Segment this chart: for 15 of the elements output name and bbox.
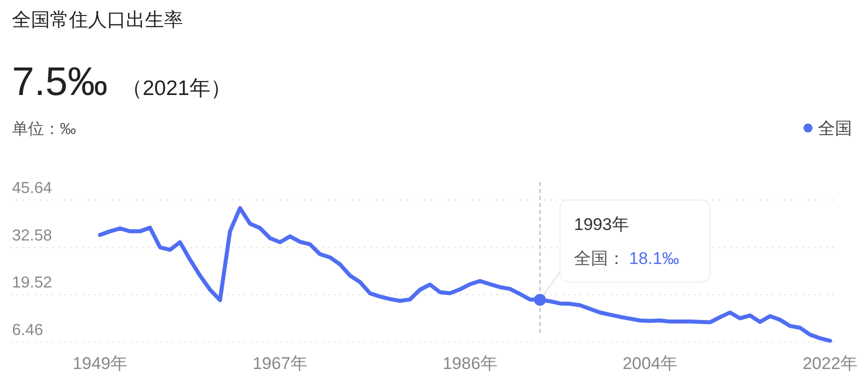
x-tick-label: 2004年	[622, 354, 678, 373]
annotation: 1993年	[574, 215, 629, 234]
legend-label: 全国	[818, 119, 852, 138]
y-tick-label: 19.52	[12, 274, 52, 292]
x-tick-label: 2022年	[802, 354, 858, 373]
y-tick-label: 45.64	[12, 180, 52, 197]
x-tick-label: 1967年	[252, 354, 308, 373]
y-axis-title: 单位：‰	[12, 120, 76, 138]
y-tick-label: 6.46	[12, 322, 44, 339]
annotation: 全国：18.1‰	[574, 249, 680, 268]
x-tick-label: 1986年	[442, 354, 498, 373]
y-tick-label: 32.58	[12, 227, 52, 244]
chart-subtitle: 7.5‰ （2021年）	[12, 60, 232, 104]
x-tick-label: 1949年	[72, 354, 128, 373]
chart-title: 全国常住人口出生率	[12, 9, 183, 31]
